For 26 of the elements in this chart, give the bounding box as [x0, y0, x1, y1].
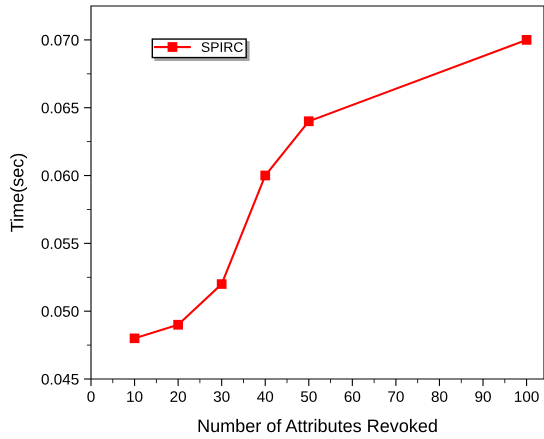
y-tick-label: 0.055: [42, 238, 79, 250]
point: [522, 35, 532, 45]
y-tick-label: 0.070: [42, 34, 79, 46]
legend-label: SPIRC: [202, 42, 243, 52]
y-axis-title: Time(sec): [10, 154, 28, 232]
point: [173, 320, 183, 330]
point: [130, 333, 140, 344]
point: [260, 170, 270, 180]
x-tick-label: 30: [214, 391, 230, 402]
x-tick-label: 10: [127, 391, 142, 402]
x-tick-label: 100: [515, 391, 539, 402]
x-tick-label: 60: [344, 391, 360, 402]
y-tick-label: 0.060: [42, 170, 79, 182]
y-tick-label: 0.045: [42, 374, 79, 385]
x-tick-label: 90: [475, 391, 491, 402]
x-tick-label: 70: [388, 391, 404, 402]
x-tick-label: 80: [432, 391, 448, 402]
x-axis-title: Number of Attributes Revoked: [198, 418, 437, 432]
point: [216, 279, 227, 289]
x-tick-label: 20: [170, 391, 186, 402]
x-tick-label: 40: [257, 391, 274, 402]
y-tick-label: 0.065: [42, 102, 79, 114]
x-tick-label: 0: [87, 391, 95, 402]
point: [304, 116, 314, 126]
y-tick-label: 0.050: [42, 306, 79, 317]
x-tick-label: 50: [300, 391, 317, 402]
